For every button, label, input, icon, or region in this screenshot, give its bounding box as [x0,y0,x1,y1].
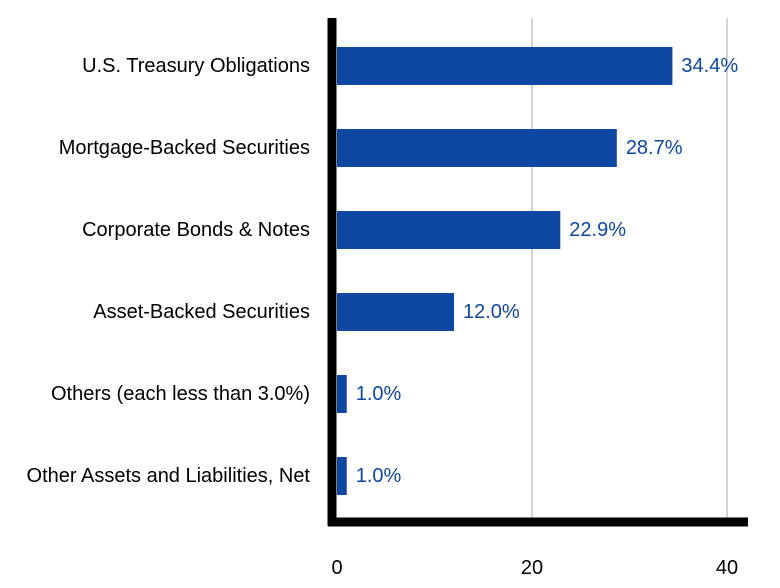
category-label-2: Corporate Bonds & Notes [82,219,310,241]
gridlines [531,18,728,522]
data-label-2: 22.9% [569,219,626,241]
bar-1 [337,129,617,167]
x-tick-labels: 0 20 40 [331,557,738,579]
data-labels: 34.4% 28.7% 22.9% 12.0% 1.0% 1.0% [356,55,739,487]
data-label-1: 28.7% [626,137,683,159]
data-label-3: 12.0% [463,301,520,323]
bar-3 [337,293,454,331]
x-tick-label-0: 0 [331,557,342,579]
category-label-0: U.S. Treasury Obligations [82,55,310,77]
x-tick-label-40: 40 [716,557,738,579]
category-label-4: Others (each less than 3.0%) [51,383,310,405]
x-tick-label-20: 20 [521,557,543,579]
data-label-5: 1.0% [356,465,402,487]
axes [327,18,748,527]
category-labels: U.S. Treasury Obligations Mortgage-Backed… [27,55,311,487]
data-label-4: 1.0% [356,383,402,405]
category-label-5: Other Assets and Liabilities, Net [27,465,311,487]
bar-2 [337,211,561,249]
bar-5 [337,457,347,495]
category-label-3: Asset-Backed Securities [93,301,310,323]
category-label-1: Mortgage-Backed Securities [59,137,310,159]
bar-0 [337,47,673,85]
data-label-0: 34.4% [681,55,738,77]
bar-4 [337,375,347,413]
bars [337,47,673,495]
